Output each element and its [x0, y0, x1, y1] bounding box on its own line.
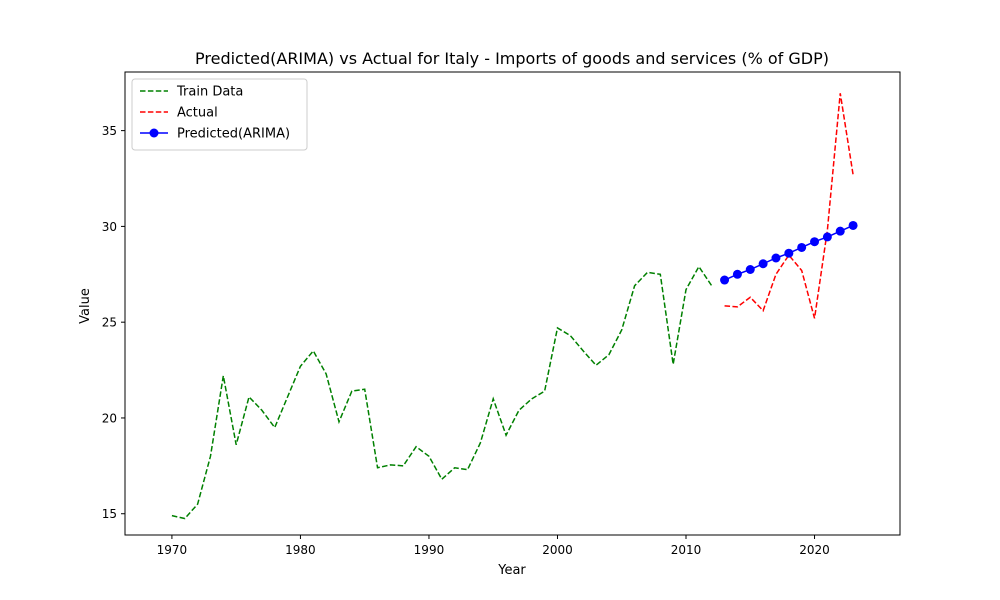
x-tick-label: 2000: [542, 543, 573, 557]
axes-frame: [124, 71, 901, 536]
series-point-2-9: [835, 226, 845, 236]
x-tick-label: 2010: [671, 543, 702, 557]
series-point-2-5: [784, 248, 794, 258]
series-point-2-8: [822, 232, 832, 242]
x-tick-label: 2020: [799, 543, 830, 557]
x-tick-label: 1980: [285, 543, 316, 557]
y-tick-label: 15: [102, 507, 117, 521]
legend-box: [131, 78, 308, 151]
series-point-2-0: [720, 275, 730, 285]
x-tick-label: 1970: [157, 543, 188, 557]
x-tick-label: 1990: [414, 543, 445, 557]
x-axis-label: Year: [497, 563, 526, 578]
series-point-2-7: [810, 237, 820, 247]
chart-title: Predicted(ARIMA) vs Actual for Italy - I…: [195, 49, 829, 68]
plot-area: 1970 1980 1990 2000 2010 2020 15 20 25 30 35: [102, 71, 901, 557]
series-point-2-1: [732, 269, 742, 279]
series-line-0: [171, 265, 713, 520]
y-tick-label: 20: [102, 411, 117, 425]
legend-label-2: Predicted(ARIMA): [177, 127, 290, 142]
series-point-2-6: [797, 242, 807, 252]
series-point-2-10: [848, 220, 858, 230]
legend: Train Data Actual Predicted(ARIMA): [131, 78, 308, 151]
y-axis-label: Value: [78, 288, 93, 324]
legend-label-0: Train Data: [176, 85, 243, 100]
series-point-2-2: [745, 264, 755, 274]
y-tick-label: 30: [102, 220, 117, 234]
legend-marker-2: [149, 128, 159, 138]
legend-label-1: Actual: [177, 106, 218, 121]
series-point-2-4: [771, 253, 781, 263]
series-point-2-3: [758, 259, 768, 269]
y-tick-label: 25: [102, 316, 117, 330]
y-tick-label: 35: [102, 124, 117, 138]
